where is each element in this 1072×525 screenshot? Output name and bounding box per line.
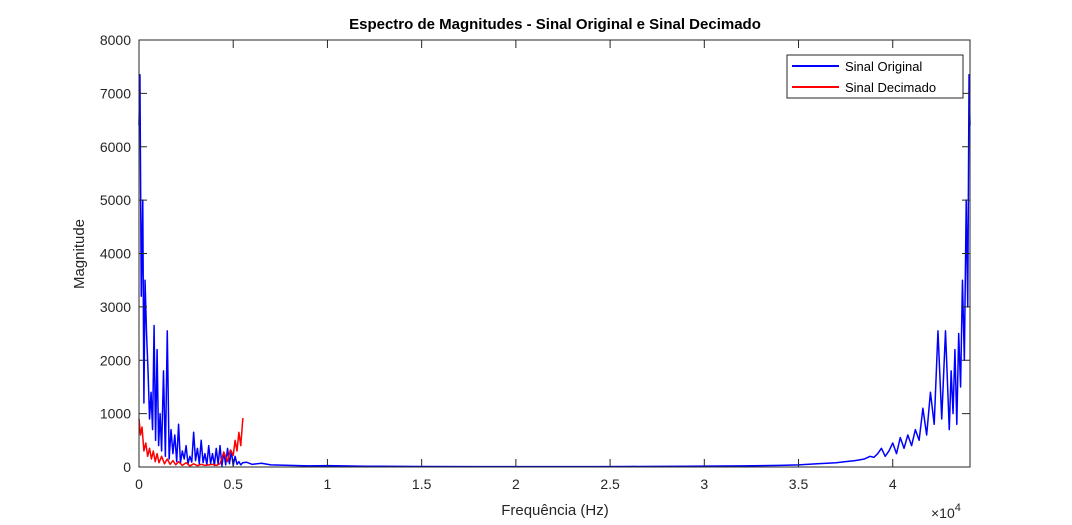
chart-title: Espectro de Magnitudes - Sinal Original … [349, 16, 761, 33]
series-line-1 [138, 417, 244, 467]
y-axis-ticks: 0 1000 2000 3000 4000 5000 6000 7000 8000 [100, 32, 970, 475]
x-tick-label: 0 [135, 476, 143, 492]
x-tick-label: 3.5 [789, 476, 809, 492]
x-axis-multiplier-base: ×10 [931, 505, 955, 521]
legend-label-0: Sinal Original [845, 59, 922, 74]
legend-label-1: Sinal Decimado [845, 80, 936, 95]
y-tick-label: 3000 [100, 299, 131, 315]
x-tick-label: 2 [512, 476, 520, 492]
x-axis-ticks: 0 0.5 1 1.5 2 2.5 3 3.5 4 [135, 40, 897, 492]
y-tick-label: 6000 [100, 139, 131, 155]
y-tick-label: 1000 [100, 406, 131, 422]
x-axis-multiplier-exponent: 4 [955, 502, 961, 514]
y-tick-label: 5000 [100, 192, 131, 208]
y-tick-label: 2000 [100, 352, 131, 368]
x-axis-multiplier: ×104 [931, 502, 961, 521]
legend: Sinal Original Sinal Decimado [786, 54, 964, 99]
x-tick-label: 1.5 [412, 476, 432, 492]
y-tick-label: 7000 [100, 85, 131, 101]
x-tick-label: 2.5 [600, 476, 620, 492]
y-tick-label: 0 [123, 459, 131, 475]
x-tick-label: 3 [700, 476, 708, 492]
x-tick-label: 0.5 [223, 476, 243, 492]
x-tick-label: 1 [324, 476, 332, 492]
y-tick-label: 8000 [100, 32, 131, 48]
x-tick-label: 4 [889, 476, 897, 492]
plot-area [138, 39, 971, 468]
legend-box [786, 54, 964, 99]
y-tick-label: 4000 [100, 246, 131, 262]
series-line-0 [138, 73, 971, 468]
x-axis-label: Frequência (Hz) [501, 502, 609, 519]
axes-background [139, 40, 970, 467]
y-axis-label: Magnitude [71, 219, 88, 289]
